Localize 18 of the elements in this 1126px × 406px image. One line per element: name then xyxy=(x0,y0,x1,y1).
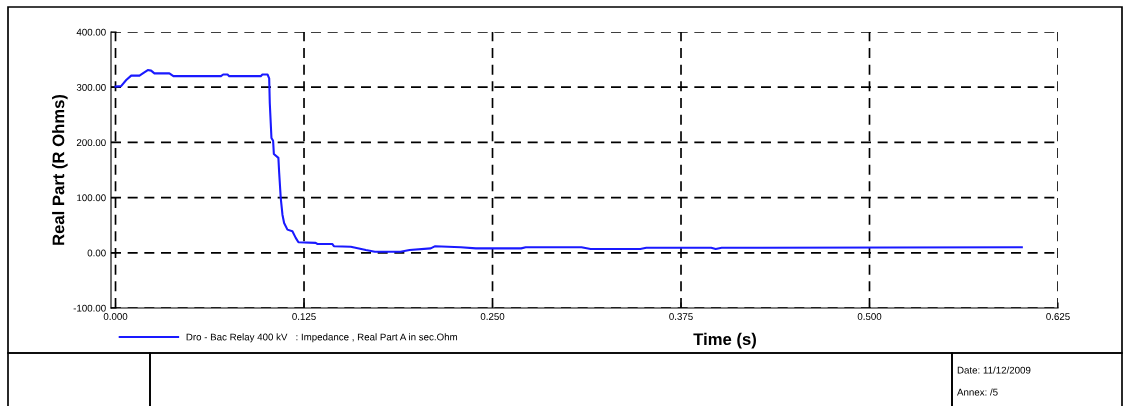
line-series xyxy=(114,69,1023,253)
y-tick-label: 300.00 xyxy=(76,83,106,91)
text: Annex: /5 xyxy=(957,388,998,396)
x-tick-label: 0.375 xyxy=(669,313,693,320)
text: Dro - Bac Relay 400 kV : Impedance , Real Part A in sec.Ohm xyxy=(186,333,458,343)
x-tick-label: 0.500 xyxy=(857,313,882,320)
y-tick-label: 100.00 xyxy=(77,194,106,202)
y-axis-title: Real Part (R Ohms) xyxy=(52,94,68,245)
y-tick-label: -100.00 xyxy=(73,304,106,312)
y-tick-label: 400.00 xyxy=(76,28,106,36)
y-tick-label: 0.00 xyxy=(87,249,106,257)
y-tick-label: 200.00 xyxy=(76,139,106,147)
x-tick-label: 0.125 xyxy=(292,313,316,320)
x-tick-label: 0.625 xyxy=(1046,313,1070,320)
x-tick-label: 0.250 xyxy=(480,313,505,320)
x-axis-title: Time (s) xyxy=(693,332,756,349)
x-tick-label: 0.000 xyxy=(103,313,128,320)
text: Date: 11/12/2009 xyxy=(957,366,1031,374)
